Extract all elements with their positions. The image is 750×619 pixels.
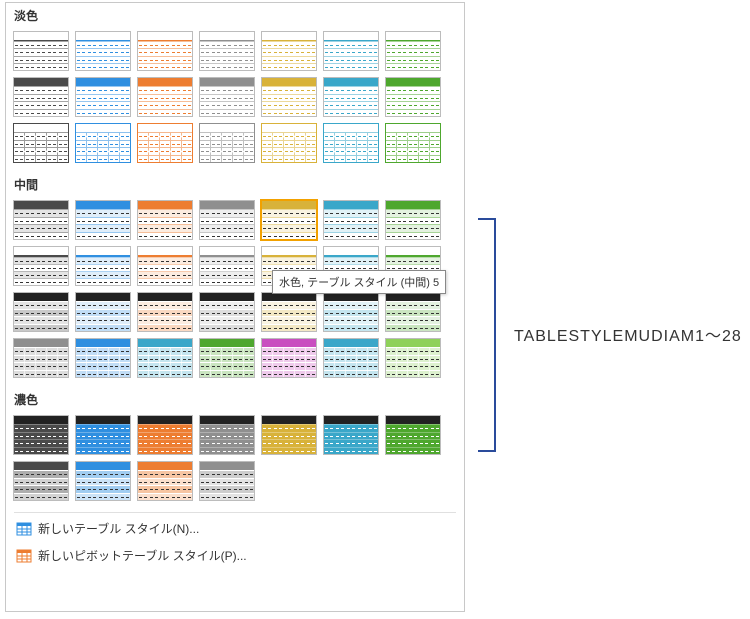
- footer-item-label: 新しいピボットテーブル スタイル(P)...: [38, 547, 247, 564]
- table-style-swatch[interactable]: [261, 415, 317, 455]
- table-style-swatch[interactable]: [75, 338, 131, 378]
- table-style-swatch[interactable]: [75, 246, 131, 286]
- table-style-swatch[interactable]: [13, 415, 69, 455]
- table-style-swatch[interactable]: [385, 200, 441, 240]
- style-tooltip: 水色, テーブル スタイル (中間) 5: [272, 270, 446, 294]
- table-style-swatch[interactable]: [261, 338, 317, 378]
- table-style-swatch[interactable]: [199, 461, 255, 501]
- table-style-swatch[interactable]: [137, 77, 193, 117]
- table-style-swatch[interactable]: [323, 338, 379, 378]
- table-style-swatch[interactable]: [261, 31, 317, 71]
- footer-item-label: 新しいテーブル スタイル(N)...: [38, 520, 199, 537]
- table-style-swatch[interactable]: [137, 292, 193, 332]
- table-style-swatch[interactable]: [13, 31, 69, 71]
- new-table-style-button[interactable]: 新しいテーブル スタイル(N)...: [6, 515, 464, 542]
- table-style-swatch[interactable]: [385, 415, 441, 455]
- table-style-swatch[interactable]: [385, 338, 441, 378]
- table-style-swatch[interactable]: [13, 123, 69, 163]
- style-gallery: [6, 26, 464, 172]
- table-style-swatch[interactable]: [323, 200, 379, 240]
- table-style-swatch[interactable]: [261, 200, 317, 240]
- callout-label: TABLESTYLEMUDIAM1～28: [514, 322, 742, 346]
- table-style-swatch[interactable]: [261, 292, 317, 332]
- table-style-swatch[interactable]: [13, 338, 69, 378]
- section-header: 濃色: [6, 387, 464, 410]
- table-style-gallery-panel: 淡色中間濃色新しいテーブル スタイル(N)... 新しいピボットテーブル スタイル…: [5, 2, 465, 612]
- table-style-swatch[interactable]: [75, 200, 131, 240]
- table-style-swatch[interactable]: [137, 31, 193, 71]
- table-style-swatch[interactable]: [199, 123, 255, 163]
- table-style-swatch[interactable]: [137, 338, 193, 378]
- table-style-swatch[interactable]: [323, 292, 379, 332]
- table-style-swatch[interactable]: [323, 31, 379, 71]
- table-icon: [16, 521, 32, 537]
- table-style-swatch[interactable]: [323, 77, 379, 117]
- table-style-swatch[interactable]: [75, 292, 131, 332]
- new-pivot-style-button[interactable]: 新しいピボットテーブル スタイル(P)...: [6, 542, 464, 569]
- table-style-swatch[interactable]: [385, 123, 441, 163]
- table-style-swatch[interactable]: [323, 123, 379, 163]
- table-style-swatch[interactable]: [75, 77, 131, 117]
- callout-bracket: [478, 218, 496, 452]
- table-style-swatch[interactable]: [199, 200, 255, 240]
- table-style-swatch[interactable]: [137, 200, 193, 240]
- table-style-swatch[interactable]: [199, 338, 255, 378]
- table-style-swatch[interactable]: [75, 123, 131, 163]
- table-style-swatch[interactable]: [75, 415, 131, 455]
- table-style-swatch[interactable]: [385, 31, 441, 71]
- table-style-swatch[interactable]: [199, 292, 255, 332]
- pivot-icon: [16, 548, 32, 564]
- table-style-swatch[interactable]: [75, 31, 131, 71]
- table-style-swatch[interactable]: [199, 415, 255, 455]
- style-gallery: [6, 410, 464, 510]
- table-style-swatch[interactable]: [261, 123, 317, 163]
- section-header: 中間: [6, 172, 464, 195]
- table-style-swatch[interactable]: [13, 246, 69, 286]
- table-style-swatch[interactable]: [199, 31, 255, 71]
- table-style-swatch[interactable]: [385, 292, 441, 332]
- table-style-swatch[interactable]: [137, 123, 193, 163]
- table-style-swatch[interactable]: [385, 77, 441, 117]
- table-style-swatch[interactable]: [261, 77, 317, 117]
- table-style-swatch[interactable]: [137, 415, 193, 455]
- table-style-swatch[interactable]: [13, 292, 69, 332]
- table-style-swatch[interactable]: [137, 461, 193, 501]
- section-header: 淡色: [6, 3, 464, 26]
- table-style-swatch[interactable]: [199, 77, 255, 117]
- table-style-swatch[interactable]: [75, 461, 131, 501]
- table-style-swatch[interactable]: [13, 77, 69, 117]
- table-style-swatch[interactable]: [13, 461, 69, 501]
- table-style-swatch[interactable]: [199, 246, 255, 286]
- table-style-swatch[interactable]: [323, 415, 379, 455]
- table-style-swatch[interactable]: [137, 246, 193, 286]
- table-style-swatch[interactable]: [13, 200, 69, 240]
